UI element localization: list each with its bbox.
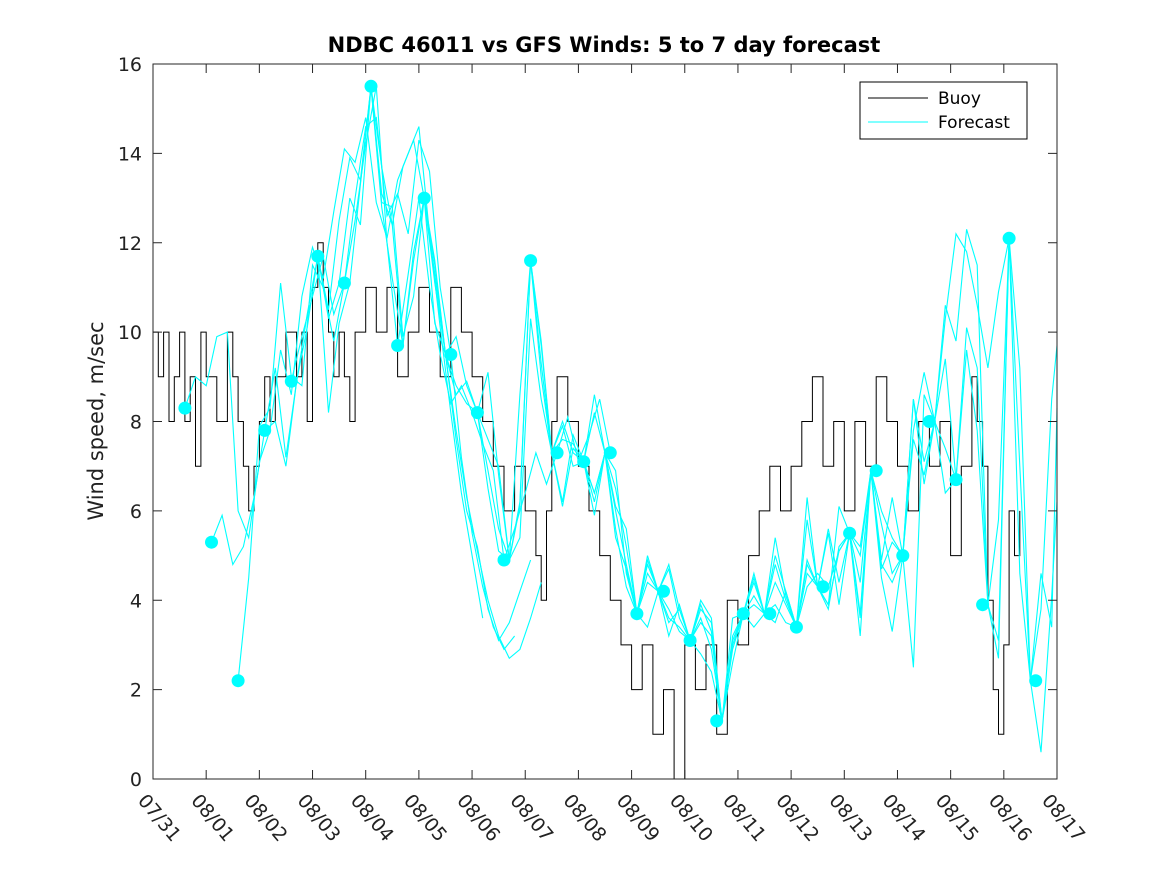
forecast-point (444, 348, 458, 361)
forecast-point (577, 455, 591, 469)
forecast-point (337, 276, 351, 290)
chart-title: NDBC 46011 vs GFS Winds: 5 to 7 day fore… (328, 33, 881, 57)
forecast-track-3 (264, 86, 542, 660)
forecast-point (922, 415, 936, 428)
forecast-track-0 (210, 86, 532, 642)
forecast-point (178, 401, 192, 415)
y-tick-label: 10 (118, 322, 142, 344)
x-tick-label: 08/13 (824, 790, 876, 846)
y-tick-label: 14 (118, 143, 142, 165)
x-tick-label: 08/10 (665, 790, 717, 846)
x-tick-label: 08/14 (878, 790, 930, 846)
legend-box (859, 81, 1028, 140)
forecast-point (391, 339, 405, 352)
forecast-point (657, 584, 670, 598)
x-tick-label: 08/09 (612, 790, 664, 846)
y-tick-label: 4 (130, 590, 142, 612)
forecast-point (710, 714, 724, 728)
forecast-track-15 (849, 238, 1058, 681)
forecast-track-9 (530, 260, 851, 721)
x-tick-label: 08/04 (346, 790, 398, 846)
y-tick-label: 16 (118, 54, 142, 76)
x-tick-label: 08/06 (452, 790, 504, 846)
forecast-point (976, 598, 990, 612)
forecast-point (630, 607, 644, 621)
forecast-point (736, 607, 750, 621)
x-tick-label: 08/12 (771, 790, 823, 846)
forecast-point (763, 607, 777, 621)
x-tick-label: 08/15 (931, 790, 983, 846)
y-tick-label: 6 (130, 501, 142, 523)
forecast-point (603, 446, 617, 460)
legend-forecast-label: Forecast (938, 113, 1010, 133)
forecast-point (205, 535, 218, 549)
forecast-point (231, 674, 245, 688)
forecast-point (1029, 674, 1043, 688)
x-tick-label: 08/11 (718, 790, 770, 846)
x-tick-label: 08/17 (1037, 790, 1089, 846)
forecast-point (550, 446, 564, 460)
forecast-point (258, 423, 272, 437)
forecast-point (364, 79, 378, 93)
forecast-point (896, 549, 910, 563)
forecast-point (524, 254, 538, 268)
forecast-point (417, 191, 431, 205)
forecast-point (843, 526, 857, 540)
forecast-point (497, 553, 511, 567)
x-tick-label: 08/16 (984, 790, 1036, 846)
x-tick-label: 08/01 (186, 790, 238, 846)
forecast-point (683, 634, 697, 647)
y-axis-label: Wind speed, m/sec (84, 321, 108, 520)
forecast-markers (178, 79, 1043, 728)
forecast-point (470, 406, 484, 420)
forecast-point (311, 249, 325, 263)
forecast-point (816, 580, 830, 594)
forecast-track-5 (317, 86, 638, 614)
y-tick-label: 2 (130, 680, 142, 702)
y-tick-label: 12 (118, 233, 142, 255)
forecast-point (1002, 231, 1016, 245)
y-tick-label: 8 (130, 412, 142, 434)
forecast-point (869, 464, 883, 478)
x-tick-label: 08/07 (505, 790, 557, 846)
x-tick-label: 08/08 (559, 790, 611, 846)
forecast-point (789, 620, 803, 634)
forecast-point (949, 473, 963, 487)
y-tick-label: 0 (130, 769, 142, 791)
x-tick-label: 07/31 (133, 790, 185, 846)
forecast-point (284, 374, 298, 388)
legend-buoy-label: Buoy (938, 89, 981, 109)
x-tick-label: 08/02 (240, 790, 292, 846)
x-tick-label: 08/03 (293, 790, 345, 846)
forecast-track-14 (795, 238, 1058, 753)
legend: Buoy Forecast (859, 81, 1028, 140)
x-tick-label: 08/05 (399, 790, 451, 846)
